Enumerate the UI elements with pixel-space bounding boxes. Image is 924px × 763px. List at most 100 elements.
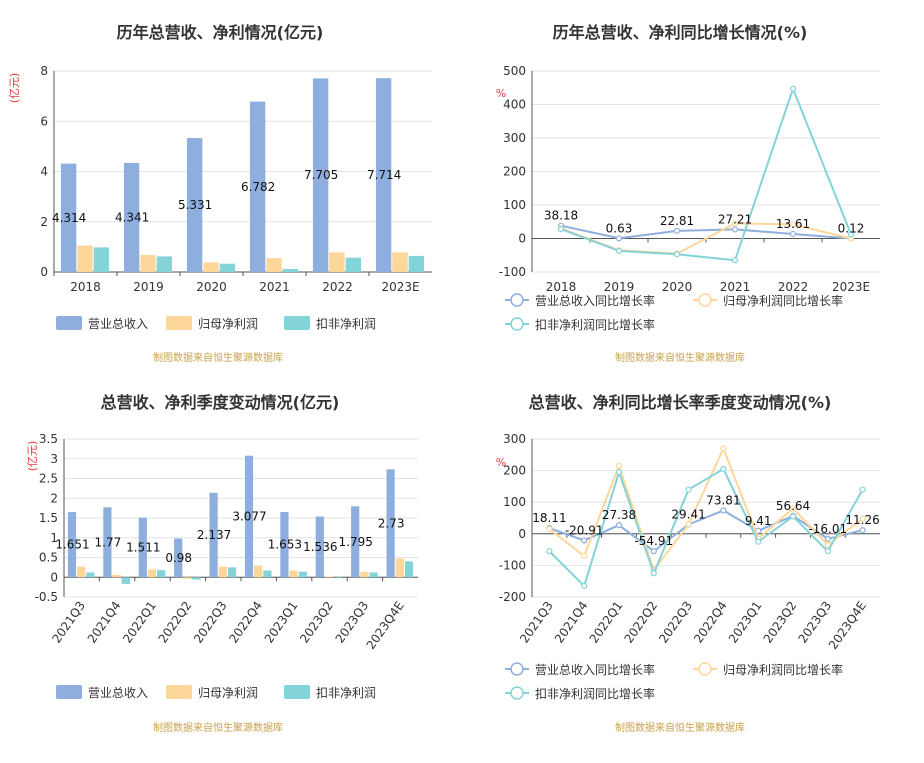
data-label: 13.61 <box>776 217 810 231</box>
legend-label: 归母净利润同比增长率 <box>723 662 843 677</box>
bar-revenue <box>244 455 254 578</box>
chart-title: 总营收、净利同比增长率季度变动情况(%) <box>529 393 832 412</box>
bar-deducted <box>263 570 272 578</box>
legend-label: 归母净利润 <box>198 317 258 331</box>
point-revenue <box>615 235 623 242</box>
bar-deducted <box>282 268 299 272</box>
point-deducted <box>824 548 831 555</box>
point-deducted <box>673 251 681 258</box>
y-tick-label: 3.5 <box>39 432 58 446</box>
chart-title: 历年总营收、净利同比增长情况(%) <box>553 23 808 42</box>
source-note: 制图数据来自恒生聚源数据库 <box>153 721 283 734</box>
data-label: 73.81 <box>706 493 740 507</box>
x-tick-label: 2022Q1 <box>587 599 626 646</box>
y-tick-label: 100 <box>503 198 526 212</box>
data-label: 6.782 <box>241 180 275 194</box>
y-tick-label: 0.5 <box>39 551 58 565</box>
bar-deducted <box>334 577 343 579</box>
x-tick-label: 2022Q1 <box>120 599 159 646</box>
bar-profit <box>203 262 219 272</box>
data-label: 22.81 <box>660 214 694 228</box>
bar-profit <box>77 245 93 272</box>
bar-profit <box>289 570 298 578</box>
bar-revenue <box>315 516 324 578</box>
data-label: 1.536 <box>303 540 337 554</box>
bar-revenue <box>280 511 289 578</box>
data-label: -20.91 <box>565 523 604 537</box>
point-profit <box>789 505 797 512</box>
bar-revenue <box>60 163 77 272</box>
data-label: 0.12 <box>838 221 865 235</box>
bar-deducted <box>345 257 362 272</box>
source-note: 制图数据来自恒生聚源数据库 <box>615 721 745 734</box>
bar-deducted <box>121 577 130 584</box>
chart-title: 历年总营收、净利情况(亿元) <box>117 23 324 42</box>
chart-title: 总营收、净利季度变动情况(亿元) <box>101 393 340 412</box>
bar-profit <box>392 252 408 272</box>
bar-profit <box>183 577 192 579</box>
legend-label: 营业总收入同比增长率 <box>535 293 655 308</box>
x-tick-label: 2020 <box>662 280 693 294</box>
data-label: 4.341 <box>115 210 149 224</box>
bar-deducted <box>192 577 201 580</box>
y-tick-label: 200 <box>503 464 526 478</box>
point-deducted <box>847 231 855 238</box>
x-tick-label: 2019 <box>133 280 164 294</box>
bar-profit <box>147 569 157 578</box>
legend-marker <box>510 686 524 700</box>
bar-profit <box>329 252 345 272</box>
point-deducted <box>755 538 762 545</box>
y-tick-label: 0 <box>40 265 48 279</box>
legend-label: 扣非净利润同比增长率 <box>535 686 655 701</box>
data-label: 1.651 <box>55 538 89 552</box>
y-tick-label: 0 <box>50 570 58 584</box>
legend-label: 扣非净利润 <box>316 686 376 700</box>
legend-marker <box>698 293 712 307</box>
bar-deducted <box>156 256 173 272</box>
x-tick-label: 2018 <box>70 280 101 294</box>
y-tick-label: 0 <box>518 527 526 541</box>
point-deducted <box>685 486 692 493</box>
point-deducted <box>731 257 739 264</box>
point-profit <box>859 515 866 522</box>
bar-profit <box>324 576 334 578</box>
bar-profit <box>218 566 227 578</box>
y-tick-label: 6 <box>40 114 48 128</box>
legend-marker <box>510 317 524 331</box>
x-tick-label: 2022Q2 <box>621 599 660 646</box>
point-revenue <box>581 537 588 544</box>
point-revenue <box>720 507 727 514</box>
data-label: 9.41 <box>745 514 772 528</box>
bar-revenue <box>249 101 266 272</box>
y-tick-label: 8 <box>40 64 48 78</box>
y-tick-label: 2 <box>40 215 48 229</box>
legend-label: 扣非净利润 <box>316 317 376 331</box>
data-label: 3.077 <box>232 509 266 523</box>
legend-label: 营业总收入同比增长率 <box>535 662 655 677</box>
y-tick-label: 300 <box>503 432 526 446</box>
bar-profit <box>140 254 156 272</box>
bar-deducted <box>227 567 237 578</box>
point-revenue <box>673 227 681 234</box>
legend-marker <box>698 662 712 676</box>
x-tick-label: 2023Q2 <box>297 599 336 646</box>
bar-deducted <box>298 571 307 578</box>
unit-label: % <box>496 87 506 100</box>
point-deducted <box>859 486 866 493</box>
legend-swatch <box>284 316 310 330</box>
bar-deducted <box>219 263 236 272</box>
point-profit <box>546 525 553 533</box>
bar-revenue <box>375 78 392 272</box>
data-label: 18.11 <box>532 511 566 525</box>
x-tick-label: 2021Q3 <box>517 599 556 646</box>
x-tick-label: 2022Q4 <box>226 599 265 646</box>
x-tick-label: 2022Q3 <box>656 599 695 646</box>
x-tick-label: 2022Q4 <box>691 599 730 646</box>
point-deducted <box>615 247 623 254</box>
point-profit <box>581 552 588 560</box>
bar-profit <box>266 258 282 272</box>
x-tick-label: 2023Q1 <box>726 599 765 646</box>
x-tick-label: 2023Q2 <box>761 599 800 646</box>
chart-annual_amount: 历年总营收、净利情况(亿元) (亿元) 0 2 4 6 8 2018 2019 2020 2021 2… <box>8 23 432 364</box>
